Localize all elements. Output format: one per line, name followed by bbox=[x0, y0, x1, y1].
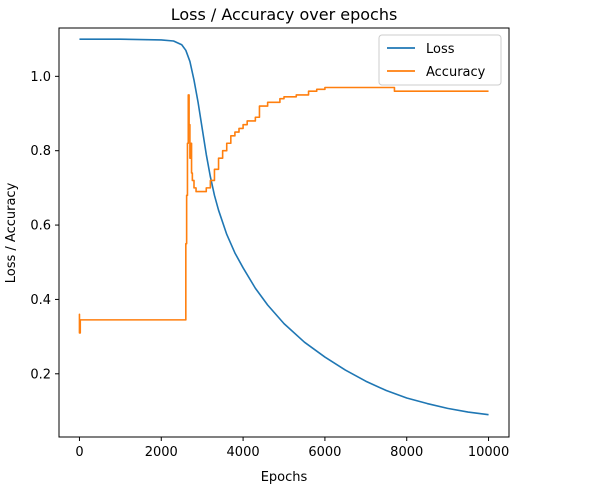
series-line-accuracy bbox=[78, 86, 489, 334]
chart-title: Loss / Accuracy over epochs bbox=[171, 5, 398, 24]
x-tick-label: 8000 bbox=[390, 445, 423, 460]
axis-ticks: 0 2000 4000 6000 8000 10000 0.2 0.4 0.6 0.8 1.0 bbox=[30, 70, 509, 460]
legend-label-loss: Loss bbox=[426, 42, 455, 57]
legend-label-accuracy: Accuracy bbox=[426, 65, 486, 80]
x-tick-label: 2000 bbox=[145, 445, 178, 460]
y-axis-label: Loss / Accuracy bbox=[4, 182, 19, 283]
y-tick-label: 1.0 bbox=[30, 70, 51, 85]
x-tick-label: 6000 bbox=[308, 445, 341, 460]
y-tick-label: 0.6 bbox=[30, 219, 51, 234]
plot-lines bbox=[78, 38, 489, 416]
y-tick-label: 0.4 bbox=[30, 293, 51, 308]
y-tick-label: 0.2 bbox=[30, 367, 51, 382]
x-axis-label: Epochs bbox=[261, 470, 308, 485]
legend: Loss Accuracy bbox=[378, 34, 502, 86]
x-tick-label: 10000 bbox=[468, 445, 509, 460]
plot-frame bbox=[58, 27, 510, 438]
series-line-loss bbox=[79, 38, 489, 416]
y-tick-label: 0.8 bbox=[30, 144, 51, 159]
x-tick-label: 4000 bbox=[227, 445, 260, 460]
x-tick-label: 0 bbox=[75, 445, 83, 460]
